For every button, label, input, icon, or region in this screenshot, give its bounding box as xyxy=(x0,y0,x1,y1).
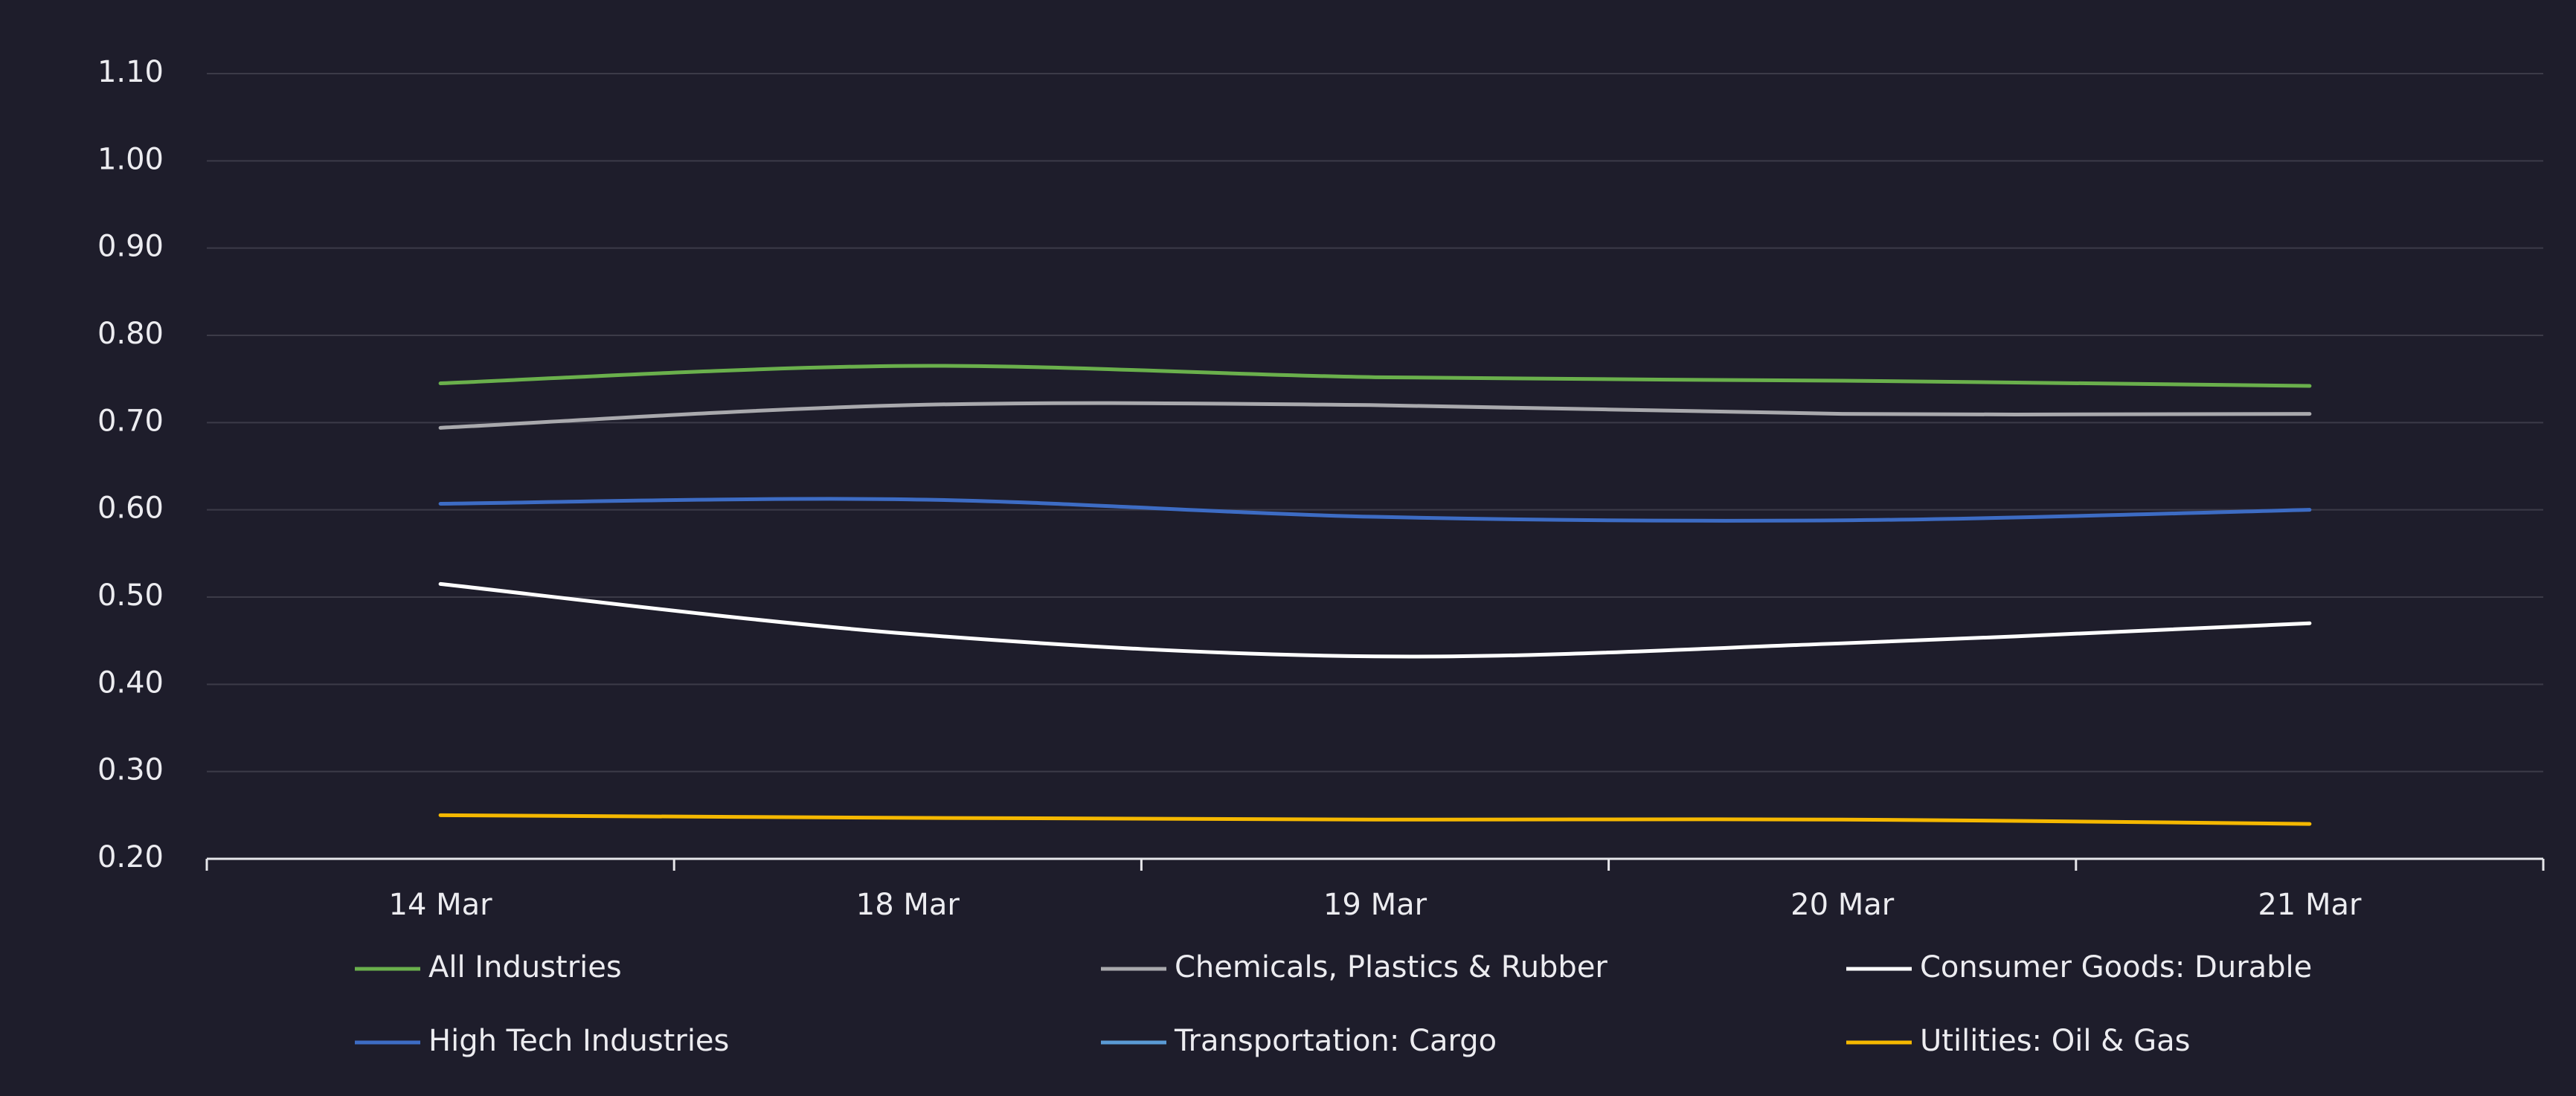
y-tick-label: 0.20 xyxy=(97,840,164,874)
series-line xyxy=(438,401,2312,430)
y-tick-label: 0.70 xyxy=(97,404,164,438)
legend-label: Chemicals, Plastics & Rubber xyxy=(1175,950,1607,984)
legend-label: Consumer Goods: Durable xyxy=(1920,950,2312,984)
series-line xyxy=(438,497,2312,523)
legend-label: All Industries xyxy=(428,950,622,984)
y-tick-label: 0.80 xyxy=(97,317,164,351)
y-tick-label: 0.60 xyxy=(97,491,164,526)
legend-label: Utilities: Oil & Gas xyxy=(1920,1024,2190,1058)
legend-label: Transportation: Cargo xyxy=(1174,1024,1497,1058)
x-tick-label: 21 Mar xyxy=(2258,888,2362,922)
x-tick-label: 20 Mar xyxy=(1790,888,1895,922)
series-line xyxy=(438,581,2312,659)
y-tick-label: 0.40 xyxy=(97,665,164,700)
x-tick-label: 18 Mar xyxy=(856,888,960,922)
legend-label: High Tech Industries xyxy=(428,1024,729,1058)
x-tick-label: 14 Mar xyxy=(389,888,493,922)
x-tick-label: 19 Mar xyxy=(1323,888,1427,922)
y-tick-label: 1.10 xyxy=(97,55,164,89)
y-tick-label: 1.00 xyxy=(97,142,164,176)
y-tick-label: 0.30 xyxy=(97,753,164,787)
series-line xyxy=(438,813,2312,826)
y-tick-label: 0.50 xyxy=(97,578,164,613)
series-line xyxy=(438,364,2312,388)
y-tick-label: 0.90 xyxy=(97,230,164,264)
